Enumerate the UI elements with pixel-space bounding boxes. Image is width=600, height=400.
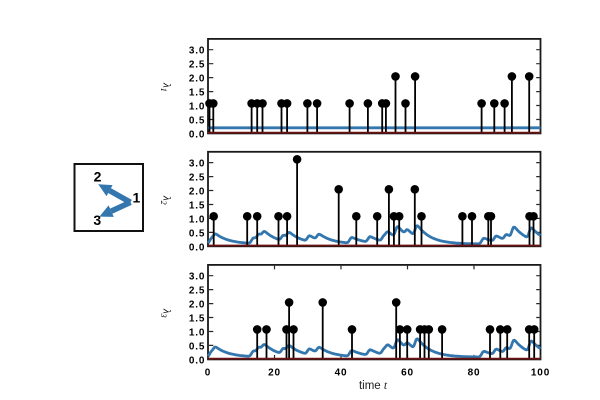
svg-text:0.5: 0.5 xyxy=(189,228,205,239)
svg-text:0.0: 0.0 xyxy=(189,355,205,366)
svg-text:1.0: 1.0 xyxy=(189,328,205,339)
svg-text:3.0: 3.0 xyxy=(189,272,205,283)
svg-text:1.5: 1.5 xyxy=(189,88,205,99)
svg-text:0.0: 0.0 xyxy=(189,129,205,140)
svg-text:20: 20 xyxy=(268,368,281,379)
svg-text:3.0: 3.0 xyxy=(189,46,205,57)
svg-text:0: 0 xyxy=(205,368,211,379)
svg-text:1.5: 1.5 xyxy=(189,201,205,212)
svg-text:0.5: 0.5 xyxy=(189,116,205,127)
svg-text:λ1: λ1 xyxy=(159,82,173,92)
svg-text:60: 60 xyxy=(401,368,414,379)
svg-text:2.5: 2.5 xyxy=(189,173,205,184)
svg-text:λ2: λ2 xyxy=(159,195,173,205)
svg-text:0.0: 0.0 xyxy=(189,242,205,253)
svg-text:1.5: 1.5 xyxy=(189,314,205,325)
svg-text:0.5: 0.5 xyxy=(189,341,205,352)
svg-text:2.5: 2.5 xyxy=(189,60,205,71)
svg-text:time t: time t xyxy=(359,380,388,392)
svg-text:40: 40 xyxy=(335,368,348,379)
svg-text:2.0: 2.0 xyxy=(189,300,205,311)
svg-text:λ3: λ3 xyxy=(159,308,173,318)
svg-text:2.0: 2.0 xyxy=(189,74,205,85)
svg-text:100: 100 xyxy=(531,368,550,379)
svg-text:2: 2 xyxy=(94,168,102,184)
svg-text:2.5: 2.5 xyxy=(189,286,205,297)
svg-text:1.0: 1.0 xyxy=(189,214,205,225)
svg-text:3: 3 xyxy=(93,212,101,228)
svg-text:2.0: 2.0 xyxy=(189,187,205,198)
svg-text:3.0: 3.0 xyxy=(189,159,205,170)
svg-text:80: 80 xyxy=(468,368,481,379)
svg-text:1.0: 1.0 xyxy=(189,102,205,113)
svg-text:1: 1 xyxy=(133,189,141,205)
